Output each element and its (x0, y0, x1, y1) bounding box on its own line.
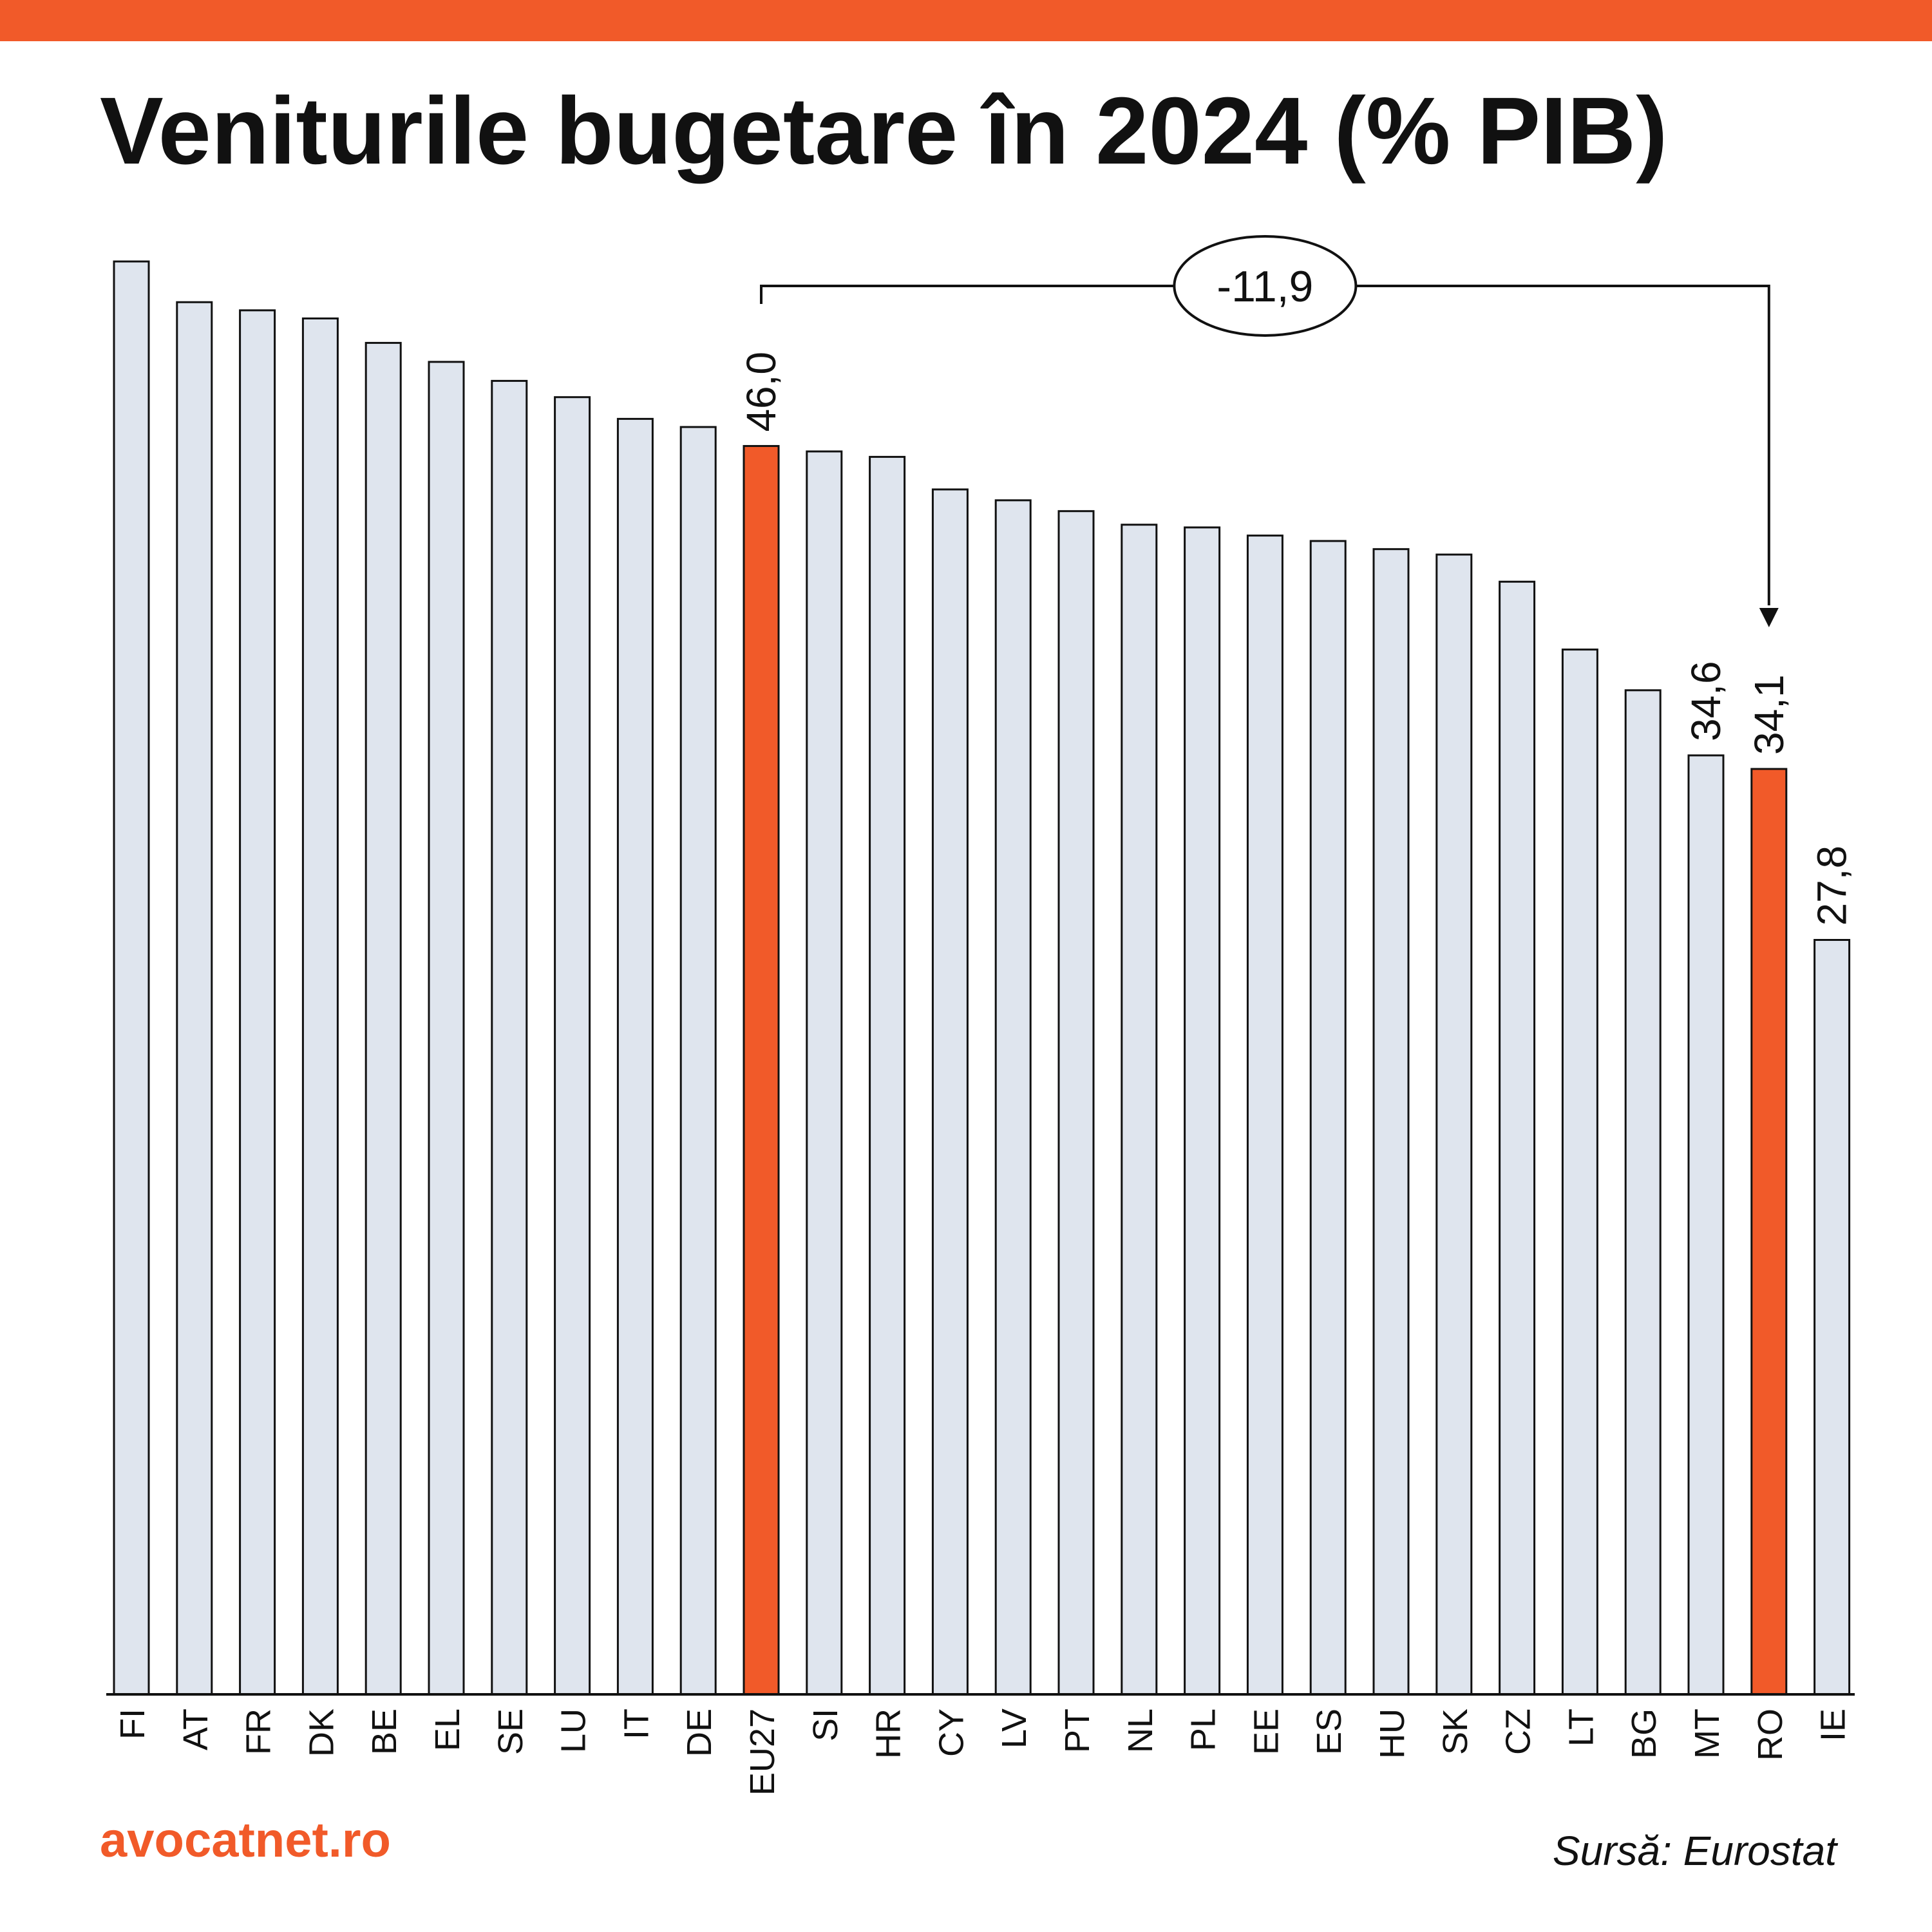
bar-de (679, 426, 717, 1696)
x-tick-label-bg: BG (1625, 1709, 1663, 1759)
x-tick-label-cy: CY (932, 1709, 971, 1757)
x-tick-label-dk: DK (302, 1709, 341, 1757)
bar-bg (1624, 689, 1662, 1696)
bar-at (176, 301, 213, 1696)
arrow-down-icon (1759, 608, 1779, 627)
x-tick-label-hu: HU (1373, 1709, 1412, 1759)
bar-nl (1121, 524, 1158, 1696)
x-tick-label-el: EL (428, 1709, 467, 1751)
x-tick-label-es: ES (1310, 1709, 1349, 1755)
bar-si (806, 450, 843, 1696)
bar-se (491, 379, 528, 1696)
bar-ie (1814, 939, 1851, 1696)
x-tick-label-mt: MT (1688, 1709, 1727, 1759)
x-tick-label-nl: NL (1121, 1709, 1160, 1753)
bar-pl (1184, 526, 1221, 1696)
x-tick-label-pl: PL (1184, 1709, 1223, 1751)
accent-top-bar (0, 0, 1932, 41)
x-tick-label-it: IT (617, 1709, 656, 1739)
bar-pt (1057, 510, 1095, 1696)
x-tick-label-lu: LU (554, 1709, 593, 1753)
data-label-ie: 27,8 (1809, 846, 1855, 926)
x-tick-label-fi: FI (113, 1709, 152, 1739)
x-tick-label-be: BE (365, 1709, 404, 1755)
bar-hr (869, 455, 906, 1696)
bars-layer (113, 260, 1851, 1696)
bar-cz (1499, 580, 1536, 1696)
x-tick-label-se: SE (491, 1709, 530, 1755)
x-tick-label-eu27: EU27 (743, 1709, 782, 1795)
bar-sk (1435, 553, 1473, 1696)
x-tick-label-de: DE (680, 1709, 719, 1757)
x-tick-label-hr: HR (869, 1709, 908, 1759)
bar-lu (554, 396, 591, 1696)
chart-title: Veniturile bugetare în 2024 (% PIB) (100, 78, 1668, 184)
x-tick-label-lv: LV (995, 1709, 1034, 1748)
bar-lt (1561, 649, 1598, 1696)
bar-ro (1750, 768, 1788, 1696)
source-note: Sursă: Eurostat (1552, 1828, 1837, 1874)
difference-annotation: -11,9 (760, 235, 1779, 627)
data-label-mt: 34,6 (1683, 661, 1729, 741)
bar-fi (113, 260, 150, 1696)
difference-badge (1173, 235, 1358, 337)
bar-dk (301, 317, 339, 1696)
bar-eu27 (743, 445, 780, 1696)
bar-be (365, 341, 402, 1696)
bar-it (616, 417, 654, 1696)
brand-logo-text: avocatnet.ro (100, 1813, 391, 1868)
bar-lv (994, 499, 1032, 1696)
x-tick-label-fr: FR (240, 1709, 278, 1755)
x-tick-label-si: SI (806, 1709, 845, 1741)
x-tick-label-at: AT (176, 1709, 215, 1750)
bar-ee (1246, 535, 1283, 1696)
bar-fr (239, 309, 276, 1696)
data-label-ro: 34,1 (1746, 674, 1792, 755)
axis-layer: FI AT FR DK BE EL SE LU IT DE EU27 SI HR CY LV PT NL PL EE… (106, 1693, 1855, 1795)
bar-cy (931, 488, 969, 1696)
bar-es (1309, 540, 1347, 1696)
x-tick-label-ro: RO (1751, 1709, 1790, 1761)
x-tick-label-pt: PT (1058, 1709, 1097, 1753)
bar-mt (1687, 754, 1725, 1696)
x-tick-label-sk: SK (1436, 1709, 1475, 1755)
data-label-eu27: 46,0 (738, 352, 784, 432)
bar-hu (1372, 548, 1410, 1696)
labels-layer: 46,0 34,6 34,1 27,8 (738, 352, 1855, 926)
bar-el (428, 361, 465, 1696)
difference-value: -11,9 (1217, 262, 1313, 311)
x-tick-label-lt: LT (1562, 1709, 1600, 1747)
x-tick-label-ee: EE (1247, 1709, 1285, 1755)
x-tick-label-ie: IE (1814, 1709, 1853, 1741)
x-tick-label-cz: CZ (1499, 1709, 1538, 1755)
